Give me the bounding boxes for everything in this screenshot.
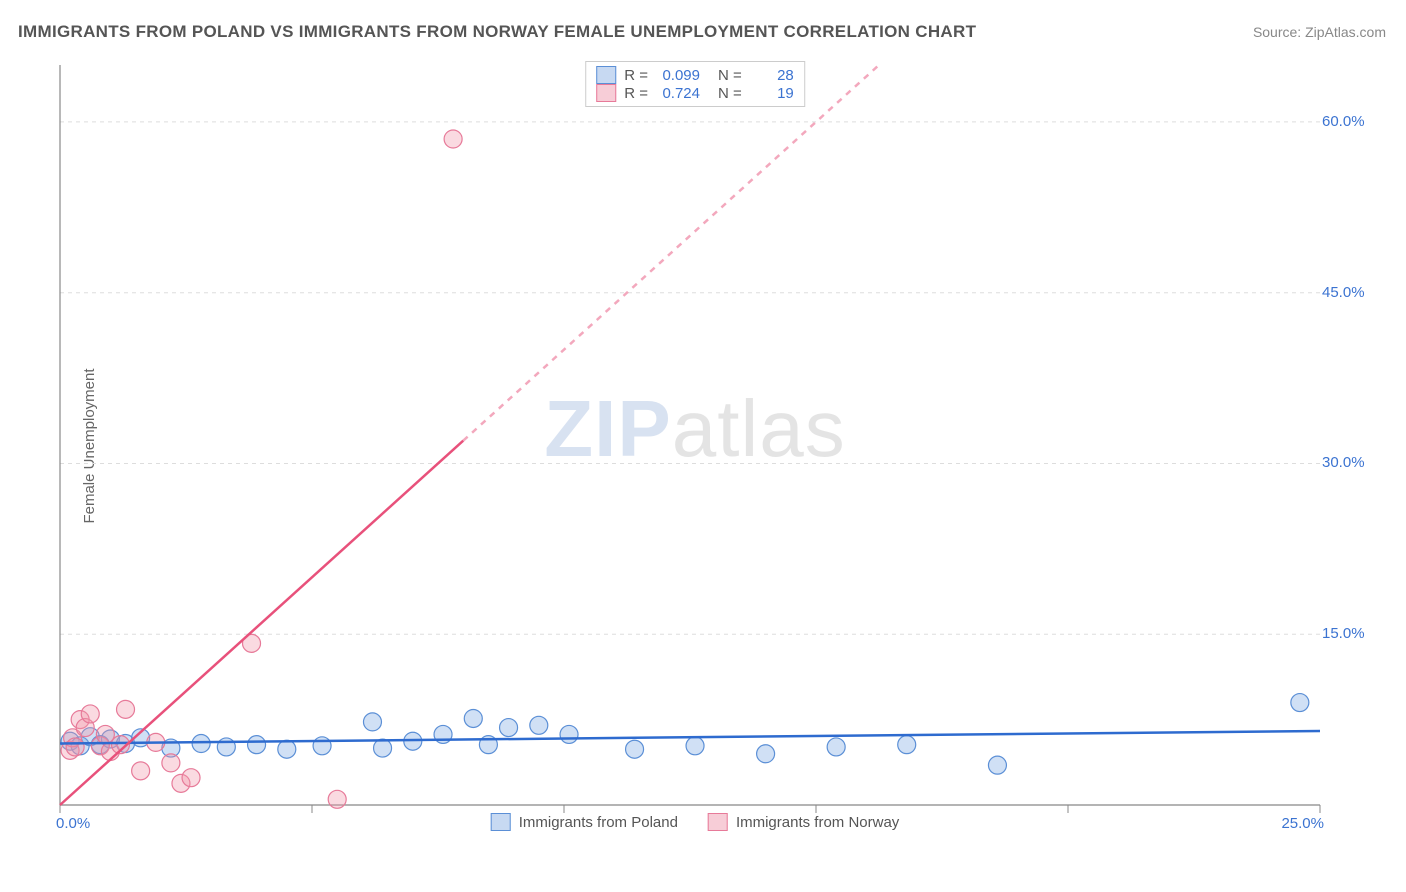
legend-r-value: 0.099 [656, 67, 700, 84]
axis-tick-label: 15.0% [1322, 625, 1365, 642]
legend-n-value: 19 [750, 85, 794, 102]
chart-title: IMMIGRANTS FROM POLAND VS IMMIGRANTS FRO… [18, 22, 976, 42]
correlation-legend: R = 0.099 N = 28 R = 0.724 N = 19 [585, 61, 805, 107]
legend-swatch [596, 84, 616, 102]
legend-row: R = 0.099 N = 28 [596, 66, 794, 84]
series-legend-item: Immigrants from Norway [708, 813, 899, 831]
chart-area: ZIPatlas R =0.099N =28R =0.724N =19 Immi… [50, 55, 1340, 835]
legend-swatch [491, 813, 511, 831]
series-legend: Immigrants from Poland Immigrants from No… [491, 813, 900, 831]
axis-tick-label: 45.0% [1322, 284, 1365, 301]
axis-tick-label: 30.0% [1322, 454, 1365, 471]
series-legend-label: Immigrants from Norway [736, 814, 899, 831]
source-attribution: Source: ZipAtlas.com [1253, 24, 1386, 40]
series-legend-item: Immigrants from Poland [491, 813, 678, 831]
axis-tick-label: 0.0% [56, 815, 90, 832]
axis-tick-label: 25.0% [1281, 815, 1324, 832]
axis-tick-label: 60.0% [1322, 113, 1365, 130]
legend-r-label: R = [624, 85, 648, 102]
legend-n-label: N = [718, 85, 742, 102]
legend-row: R = 0.724 N = 19 [596, 84, 794, 102]
legend-swatch [596, 66, 616, 84]
legend-r-label: R = [624, 67, 648, 84]
legend-n-label: N = [718, 67, 742, 84]
legend-n-value: 28 [750, 67, 794, 84]
legend-swatch [708, 813, 728, 831]
legend-r-value: 0.724 [656, 85, 700, 102]
series-legend-label: Immigrants from Poland [519, 814, 678, 831]
scatter-chart-svg [50, 55, 1340, 835]
